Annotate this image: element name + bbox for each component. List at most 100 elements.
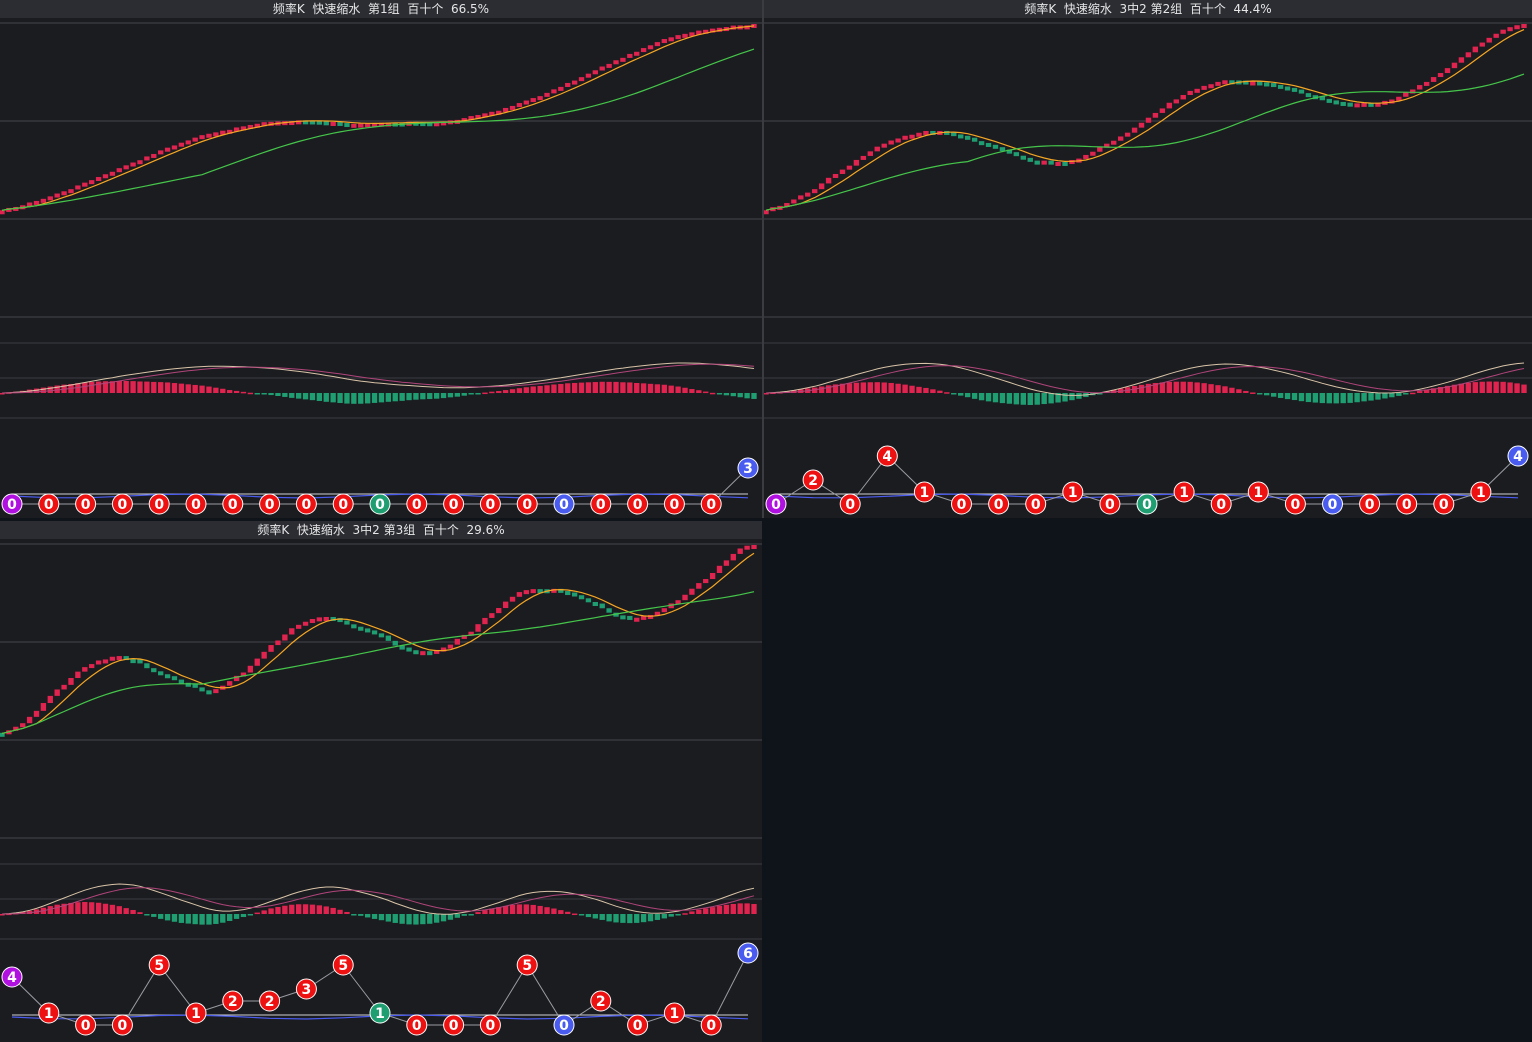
candle: [330, 121, 336, 126]
macd-bar: [220, 914, 226, 923]
marker-badge: [516, 954, 538, 976]
candle: [620, 57, 626, 62]
candle: [744, 25, 750, 30]
macd-bar: [640, 914, 647, 923]
candle: [689, 32, 695, 37]
macd-bar: [178, 383, 185, 393]
macd-bar: [227, 390, 233, 393]
candle: [1097, 147, 1103, 152]
candle: [571, 80, 578, 85]
macd-bar: [923, 387, 929, 393]
candle: [26, 716, 33, 724]
candle: [40, 198, 47, 203]
candle: [109, 171, 116, 176]
marker-badge: [479, 493, 501, 515]
candle: [874, 146, 880, 152]
candle: [640, 48, 647, 53]
candle: [1145, 117, 1152, 123]
marker-label: 0: [486, 497, 496, 513]
macd-bar: [944, 392, 950, 394]
candle: [1389, 99, 1395, 104]
candle: [1180, 95, 1186, 100]
macd-bar: [295, 904, 302, 914]
marker-badge: [259, 493, 281, 515]
chart-canvas[interactable]: 0 2 0 4 1 0 0 0 1 0 0 1 0 1 0 0 0 0 0 1 4: [764, 18, 1532, 518]
marker-label: 0: [118, 1018, 128, 1034]
macd-bar: [592, 914, 598, 919]
macd-dea-line: [1, 363, 755, 394]
macd-bar: [1145, 383, 1152, 393]
macd-bar: [89, 381, 95, 393]
macd-bar: [54, 904, 60, 914]
candle: [751, 545, 757, 549]
marker-label: 0: [191, 497, 201, 513]
macd-bar: [82, 902, 88, 914]
candle: [1006, 149, 1013, 154]
macd-bar: [482, 910, 488, 914]
marker-badge: [988, 493, 1010, 515]
macd-bar: [358, 393, 364, 404]
macd-bar: [537, 905, 543, 914]
candle: [475, 114, 481, 119]
candle: [123, 165, 129, 170]
marker-badge: [627, 493, 649, 515]
marker-badge: [1433, 493, 1455, 515]
candle: [302, 120, 309, 125]
candle: [661, 608, 667, 613]
marker-label: 0: [1216, 497, 1226, 513]
panel-divider[interactable]: [762, 0, 764, 518]
macd-bar: [1006, 393, 1013, 404]
ma-fast-line: [765, 29, 1525, 211]
chart-canvas[interactable]: 4 1 0 0 5 1 2 2 3 5 1 0 0 0 5 0 2 0 1 0 6: [0, 539, 762, 1042]
marker-label: 1: [920, 485, 930, 501]
macd-bar: [1305, 393, 1312, 403]
macd-bar: [330, 907, 336, 914]
macd-bar: [282, 905, 288, 914]
candle: [696, 583, 702, 589]
candle: [818, 183, 825, 190]
candle: [1257, 81, 1263, 86]
marker-label: 0: [845, 497, 855, 513]
macd-bar: [447, 393, 454, 398]
macd-bar: [916, 386, 922, 393]
candle: [502, 601, 509, 609]
candle: [592, 70, 598, 75]
panel-title: 频率K 快速缩水 3中2 第2组 百十个 44.4%: [764, 0, 1532, 18]
macd-bar: [530, 386, 536, 393]
marker-label: 1: [1179, 485, 1189, 501]
macd-bar: [123, 381, 129, 393]
chart-canvas[interactable]: 0 0 0 0 0 0 0 0 0 0 0 0 0 0 0 0 0 0 0 0 3: [0, 18, 762, 518]
candle: [213, 689, 219, 694]
macd-bar: [751, 393, 757, 399]
macd-bar: [1521, 384, 1527, 393]
macd-dea-line: [765, 365, 1525, 394]
candle: [1229, 80, 1235, 85]
macd-bar: [240, 391, 247, 394]
candle: [344, 620, 350, 625]
macd-bar: [385, 393, 392, 402]
macd-bar: [454, 393, 461, 397]
macd-bar: [330, 393, 336, 403]
macd-bar: [254, 393, 260, 395]
candle: [1521, 24, 1527, 28]
candle: [565, 591, 571, 596]
macd-bar: [1479, 381, 1485, 393]
macd-bar: [1465, 382, 1472, 393]
macd-bar: [620, 914, 626, 923]
chart-panel-3[interactable]: 频率K 快速缩水 3中2 第3组 百十个 29.6% 4 1 0 0 5 1 2 2 3 5 1 0 0…: [0, 521, 762, 1042]
macd-bar: [999, 393, 1006, 404]
macd-bar: [709, 907, 716, 914]
macd-bar: [351, 914, 357, 916]
marker-badge: [479, 1014, 501, 1036]
macd-bar: [737, 393, 743, 398]
candle: [1117, 136, 1124, 141]
candle: [371, 630, 378, 635]
candle: [1465, 52, 1472, 58]
marker-label: 0: [957, 497, 967, 513]
macd-bar: [289, 393, 295, 398]
macd-bar: [696, 909, 702, 914]
candle: [509, 105, 516, 110]
candle: [1284, 86, 1291, 91]
